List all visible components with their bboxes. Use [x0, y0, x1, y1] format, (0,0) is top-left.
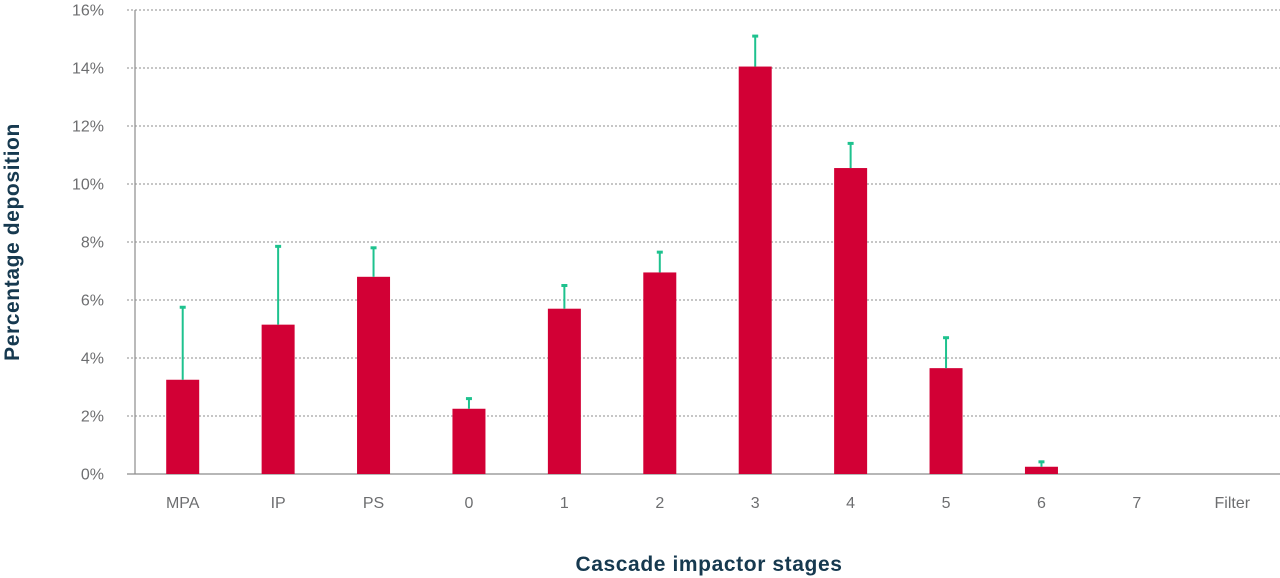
y-tick-label: 10% [72, 177, 104, 194]
error-bar [656, 250, 663, 273]
gridlines [127, 9, 1280, 475]
bar [357, 276, 391, 474]
bars [166, 66, 1058, 475]
y-tick-label: 0% [81, 467, 104, 484]
y-tick-label: 16% [72, 3, 104, 20]
y-tick-label: 2% [81, 409, 104, 426]
x-tick-label: IP [271, 495, 286, 512]
x-tick-label: 5 [942, 495, 951, 512]
error-bar [847, 141, 854, 169]
x-tick-label: Filter [1215, 495, 1251, 512]
y-tick-label: 6% [81, 293, 104, 310]
error-bar [752, 34, 759, 67]
y-axis-title: Percentage deposition [1, 123, 24, 361]
error-bar [1038, 460, 1045, 467]
error-bar [179, 305, 186, 380]
y-tick-label: 14% [72, 61, 104, 78]
x-tick-label: 6 [1037, 495, 1046, 512]
bar [929, 368, 963, 474]
bar [1024, 466, 1058, 474]
error-bar [943, 336, 950, 369]
x-tick-label: MPA [166, 495, 200, 512]
error-bar [275, 244, 282, 325]
error-bar [465, 397, 472, 409]
y-tick-label: 12% [72, 119, 104, 136]
error-bars [179, 34, 1045, 467]
x-tick-label: 7 [1132, 495, 1141, 512]
error-bar [370, 246, 377, 277]
x-tick-label: PS [363, 495, 384, 512]
bar [643, 272, 677, 474]
y-tick-label: 4% [81, 351, 104, 368]
bar [834, 168, 868, 475]
y-axis-ticks: 0% 2% 4% 6% 8% 10% 12% 14% 16% [72, 3, 104, 484]
bar [166, 379, 200, 474]
bar [547, 308, 581, 474]
x-tick-label: 0 [465, 495, 474, 512]
x-axis-ticks: MPA IP PS 0 1 2 3 4 5 6 7 Filter [166, 495, 1251, 512]
x-axis-title: Cascade impactor stages [575, 553, 842, 576]
bar [261, 324, 295, 474]
x-tick-label: 3 [751, 495, 760, 512]
error-bar [561, 284, 568, 309]
bar [738, 66, 772, 475]
x-tick-label: 1 [560, 495, 569, 512]
y-tick-label: 8% [81, 235, 104, 252]
x-tick-label: 2 [655, 495, 664, 512]
x-tick-label: 4 [846, 495, 855, 512]
bar [452, 408, 486, 474]
